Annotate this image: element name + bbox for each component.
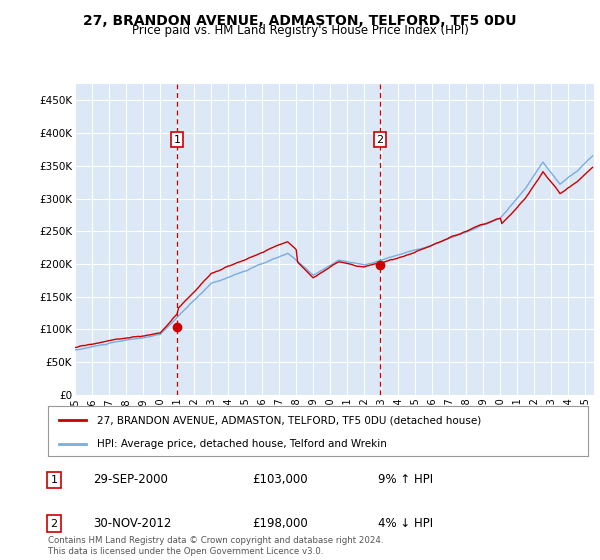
Text: 2: 2: [376, 134, 383, 144]
Text: £103,000: £103,000: [252, 473, 308, 487]
Text: Price paid vs. HM Land Registry's House Price Index (HPI): Price paid vs. HM Land Registry's House …: [131, 24, 469, 37]
Text: HPI: Average price, detached house, Telford and Wrekin: HPI: Average price, detached house, Telf…: [97, 439, 386, 449]
Text: 2: 2: [50, 519, 58, 529]
Text: 29-SEP-2000: 29-SEP-2000: [93, 473, 168, 487]
Text: Contains HM Land Registry data © Crown copyright and database right 2024.
This d: Contains HM Land Registry data © Crown c…: [48, 536, 383, 556]
Text: 1: 1: [173, 134, 181, 144]
Text: £198,000: £198,000: [252, 517, 308, 530]
Text: 27, BRANDON AVENUE, ADMASTON, TELFORD, TF5 0DU (detached house): 27, BRANDON AVENUE, ADMASTON, TELFORD, T…: [97, 415, 481, 425]
Text: 30-NOV-2012: 30-NOV-2012: [93, 517, 172, 530]
Text: 1: 1: [50, 475, 58, 485]
Text: 27, BRANDON AVENUE, ADMASTON, TELFORD, TF5 0DU: 27, BRANDON AVENUE, ADMASTON, TELFORD, T…: [83, 14, 517, 28]
Text: 9% ↑ HPI: 9% ↑ HPI: [378, 473, 433, 487]
Text: 4% ↓ HPI: 4% ↓ HPI: [378, 517, 433, 530]
